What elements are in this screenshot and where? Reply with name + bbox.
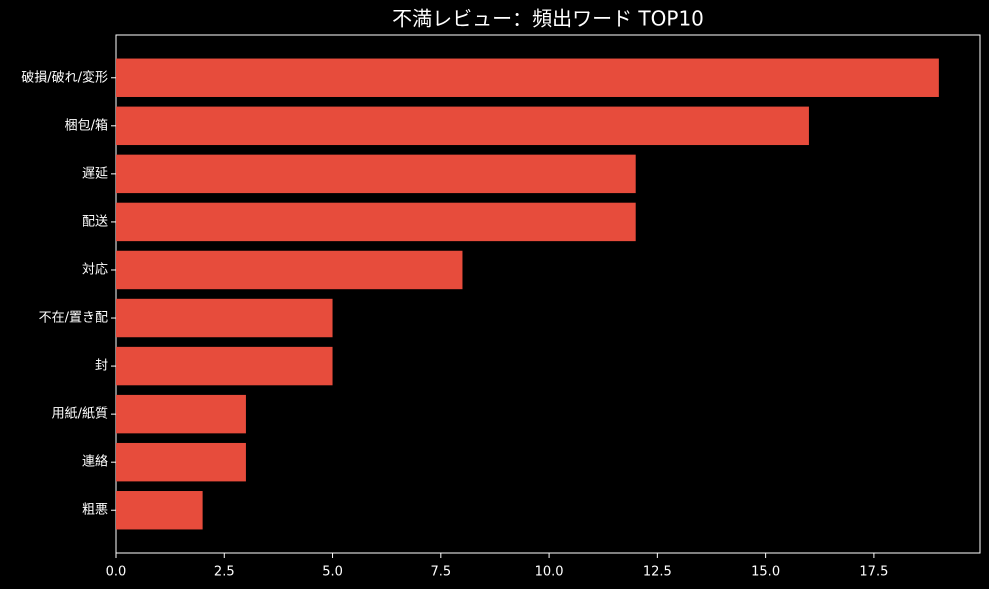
- bar: [116, 250, 463, 290]
- y-tick-label: 封: [95, 359, 108, 374]
- y-tick-label: 用紙/紙質: [52, 407, 108, 422]
- x-tick-label: 10.0: [535, 565, 564, 580]
- x-tick-label: 12.5: [643, 565, 672, 580]
- bar: [116, 491, 203, 530]
- bar: [116, 106, 809, 146]
- x-tick-label: 17.5: [859, 565, 888, 580]
- bar: [116, 442, 246, 482]
- x-tick-label: 5.0: [322, 565, 343, 580]
- bar: [116, 58, 939, 97]
- x-tick-label: 7.5: [430, 565, 451, 580]
- bar: [116, 154, 636, 194]
- y-tick-label: 破損/破れ/変形: [21, 69, 108, 85]
- y-tick-label: 遅延: [82, 166, 108, 181]
- bar: [116, 202, 636, 242]
- axes-frame: [115, 34, 981, 554]
- bar: [116, 298, 333, 338]
- x-tick-label: 2.5: [214, 565, 235, 580]
- bar: [116, 346, 333, 386]
- y-tick-label: 連絡: [82, 454, 108, 470]
- y-tick-label: 不在/置き配: [39, 311, 108, 326]
- x-tick-label: 0.0: [106, 565, 127, 580]
- y-tick-label: 対応: [82, 262, 108, 277]
- y-tick-label: 梱包/箱: [65, 117, 108, 133]
- x-tick-label: 15.0: [751, 565, 780, 580]
- y-tick-label: 配送: [82, 214, 108, 229]
- bar: [116, 394, 246, 434]
- y-tick-label: 粗悪: [82, 503, 108, 518]
- chart-title: 不満レビュー：頻出ワード TOP10: [392, 7, 704, 31]
